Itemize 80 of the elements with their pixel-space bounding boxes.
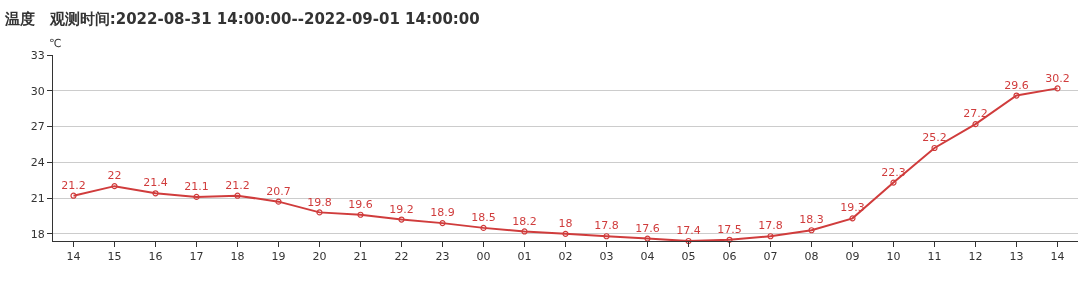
- y-axis-title: ℃: [49, 37, 62, 50]
- point: [480, 224, 487, 231]
- point: [193, 193, 200, 200]
- x-tick-label: 02: [558, 250, 573, 264]
- point: [398, 216, 405, 223]
- point: [521, 228, 528, 235]
- x-tick-label: 18: [230, 250, 245, 264]
- data-label: 21.2: [225, 178, 250, 192]
- x-tick-label: 19: [271, 250, 286, 264]
- x-tick-label: 12: [968, 250, 983, 264]
- data-label: 20.7: [266, 184, 291, 198]
- point: [849, 215, 856, 222]
- x-tick-label: 08: [804, 250, 819, 264]
- x-tick-label: 04: [640, 250, 655, 264]
- point: [234, 192, 241, 199]
- point: [316, 209, 323, 216]
- point: [275, 198, 282, 205]
- x-tick-label: 01: [517, 250, 532, 264]
- data-label: 22: [107, 169, 122, 183]
- x-tick-label: 03: [599, 250, 614, 264]
- point: [767, 233, 774, 240]
- point: [931, 144, 938, 152]
- data-label: 29.6: [1004, 78, 1029, 92]
- data-label: 27.2: [963, 107, 988, 121]
- x-tick-label: 11: [927, 250, 942, 264]
- data-label: 30.2: [1045, 71, 1070, 85]
- data-label: 25.2: [922, 131, 947, 145]
- data-label: 17.8: [758, 219, 783, 233]
- data-label: 19.2: [389, 202, 414, 216]
- point: [808, 227, 815, 234]
- point: [111, 183, 118, 190]
- data-label: 18.9: [430, 206, 455, 220]
- chart-title: 温度: [4, 9, 36, 28]
- x-tick-label: 00: [476, 250, 491, 264]
- x-tick-label: 23: [435, 250, 450, 264]
- x-tick-label: 13: [1009, 250, 1024, 264]
- y-tick-label: 33: [30, 48, 45, 62]
- x-tick-label: 05: [681, 250, 696, 264]
- data-label: 17.4: [676, 224, 701, 238]
- point: [70, 192, 77, 199]
- x-tick-label: 06: [722, 250, 737, 264]
- x-tick-label: 17: [189, 250, 204, 264]
- point: [562, 230, 569, 237]
- point: [357, 211, 364, 218]
- x-tick-label: 21: [353, 250, 368, 264]
- point: [439, 220, 446, 227]
- data-label: 19.6: [348, 197, 373, 211]
- point: [644, 235, 651, 242]
- data-label: 18.3: [799, 213, 824, 227]
- data-label: 18.2: [512, 214, 537, 228]
- data-label: 17.8: [594, 219, 619, 233]
- x-tick-label: 09: [845, 250, 860, 264]
- point: [603, 233, 610, 240]
- data-label: 18: [558, 216, 573, 230]
- point: [1013, 92, 1020, 99]
- data-label: 21.4: [143, 176, 168, 190]
- y-tick-label: 27: [30, 120, 45, 134]
- point: [152, 190, 159, 197]
- x-tick-label: 15: [107, 250, 122, 264]
- point: [1054, 85, 1061, 92]
- data-label: 18.5: [471, 211, 496, 225]
- data-label: 19.8: [307, 195, 332, 209]
- x-tick-label: 14: [66, 250, 81, 264]
- x-tick-label: 10: [886, 250, 901, 264]
- point: [972, 121, 979, 128]
- y-tick-label: 18: [30, 227, 45, 241]
- y-tick-label: 21: [30, 191, 45, 205]
- data-label: 21.2: [61, 178, 86, 192]
- data-label: 17.5: [717, 222, 742, 236]
- y-tick-label: 30: [30, 84, 45, 98]
- x-tick-label: 22: [394, 250, 409, 264]
- x-tick-label: 20: [312, 250, 327, 264]
- chart-subtitle: 观测时间:2022-08-31 14:00:00--2022-09-01 14:00:00: [48, 9, 480, 28]
- y-tick-label: 24: [30, 156, 45, 170]
- data-label: 17.6: [635, 221, 660, 235]
- point: [890, 179, 897, 186]
- x-tick-label: 16: [148, 250, 163, 264]
- data-label: 21.1: [184, 180, 209, 194]
- x-tick-label: 07: [763, 250, 778, 264]
- x-tick-label: 14: [1050, 250, 1065, 264]
